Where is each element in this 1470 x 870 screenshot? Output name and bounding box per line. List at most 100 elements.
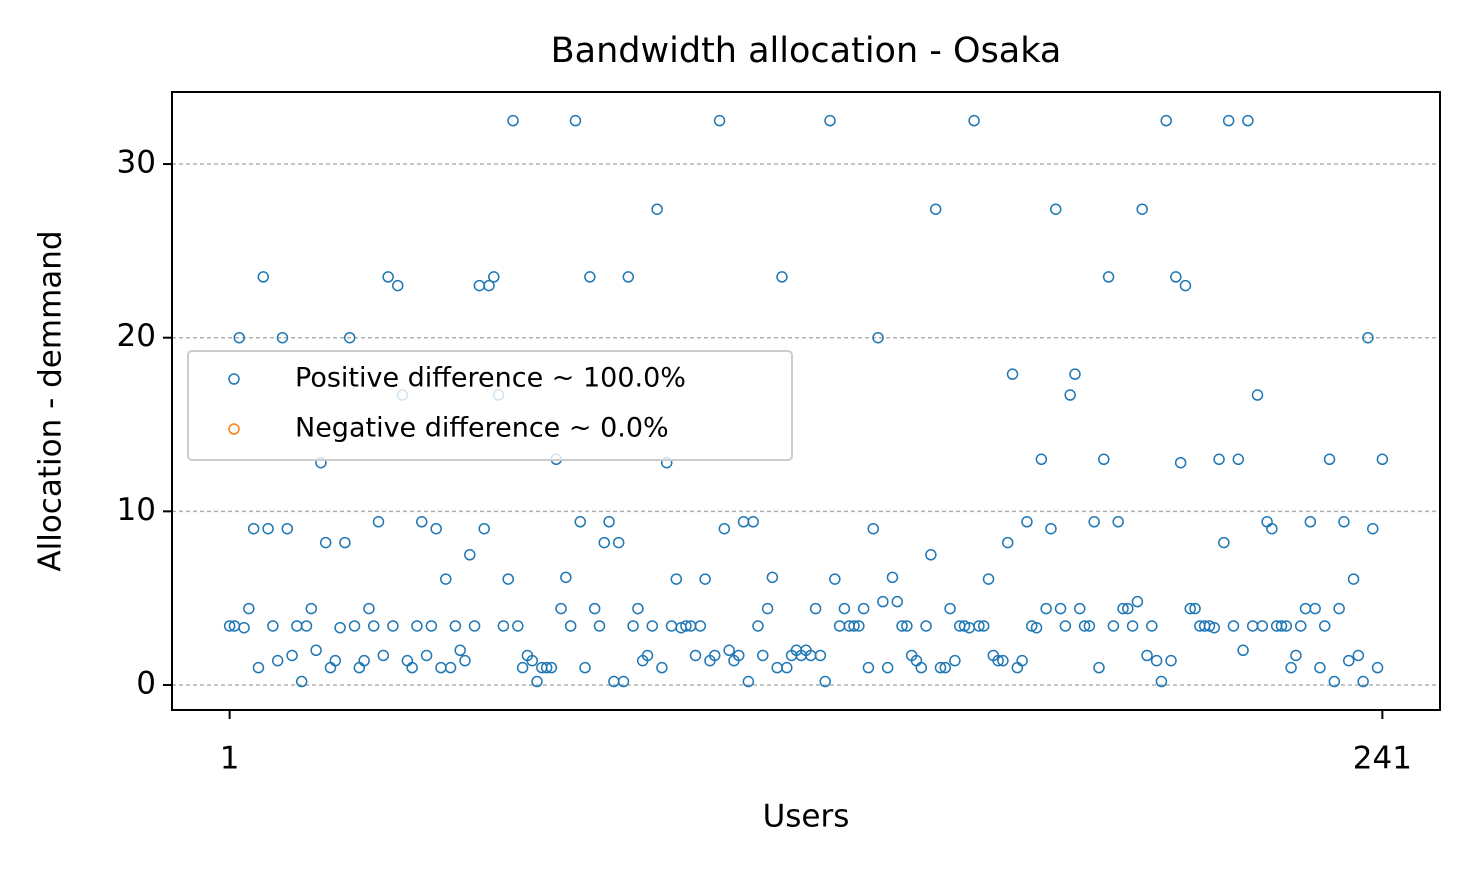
point [1256, 620, 1269, 632]
point [1251, 389, 1264, 401]
point [689, 649, 702, 662]
point [651, 203, 663, 215]
point [968, 114, 980, 127]
point [1208, 621, 1221, 634]
point [1040, 602, 1052, 615]
point [1266, 522, 1278, 535]
point [603, 516, 615, 528]
point [915, 661, 928, 674]
point [1001, 536, 1014, 549]
point [267, 620, 279, 632]
point [920, 620, 932, 632]
point [430, 522, 442, 535]
x-axis-label: Users [763, 799, 850, 835]
point [713, 114, 726, 127]
point [1285, 661, 1297, 674]
point [478, 522, 490, 535]
point [1179, 279, 1192, 292]
point [1117, 602, 1129, 615]
point [262, 522, 274, 535]
point [488, 271, 500, 283]
point [348, 620, 361, 632]
point [853, 620, 865, 632]
point [708, 649, 721, 662]
point [271, 654, 284, 667]
point [540, 661, 553, 674]
point [641, 649, 654, 662]
point [694, 620, 707, 632]
point [507, 114, 519, 127]
point [848, 620, 860, 632]
point [319, 536, 332, 549]
point [733, 649, 745, 662]
point [872, 331, 884, 344]
point [718, 522, 731, 535]
point [877, 595, 889, 608]
point [295, 675, 308, 688]
legend-label: Positive difference ~ 100.0% [295, 363, 686, 394]
point [1141, 649, 1153, 662]
point [1107, 620, 1120, 632]
point [588, 602, 601, 615]
point [1155, 675, 1168, 688]
point [819, 675, 831, 688]
point [1131, 595, 1144, 608]
point [622, 271, 635, 283]
point [416, 516, 428, 528]
point [1122, 602, 1134, 615]
point [1304, 516, 1317, 528]
point [1025, 620, 1038, 632]
point [449, 620, 462, 632]
point [454, 644, 466, 657]
point [1290, 649, 1302, 662]
point [512, 620, 524, 632]
point [1237, 644, 1249, 657]
point [766, 571, 779, 584]
point [670, 573, 683, 585]
point [761, 602, 774, 615]
point [1021, 516, 1033, 528]
point [958, 620, 971, 632]
point [1342, 654, 1355, 667]
point [1309, 602, 1321, 615]
point [281, 522, 294, 535]
point [632, 602, 644, 615]
point [1054, 602, 1067, 615]
point [1352, 649, 1365, 662]
point [502, 573, 514, 585]
point [982, 573, 995, 585]
point [382, 271, 394, 283]
point [1294, 620, 1307, 632]
point [1064, 389, 1076, 401]
point [1136, 203, 1148, 215]
point [1218, 536, 1230, 549]
point [1146, 620, 1158, 632]
point [1280, 620, 1293, 632]
point [425, 620, 438, 632]
point [1098, 453, 1110, 466]
point [483, 279, 495, 292]
point [1059, 620, 1072, 632]
point [997, 654, 1009, 667]
point [1126, 620, 1139, 632]
point [574, 516, 587, 528]
point [752, 620, 764, 632]
point [497, 620, 510, 632]
point [420, 649, 433, 662]
point [367, 620, 380, 632]
point [593, 620, 606, 632]
point [949, 654, 961, 667]
point [545, 661, 558, 674]
point [1035, 453, 1048, 466]
point [1314, 661, 1326, 674]
point [238, 621, 250, 634]
y-axis-label: Allocation - demmand [33, 230, 69, 571]
point [814, 649, 827, 662]
point [934, 661, 947, 674]
point [334, 621, 346, 634]
point [247, 522, 260, 535]
point [944, 602, 956, 615]
point [1078, 620, 1091, 632]
point [555, 602, 567, 615]
point [1083, 620, 1096, 632]
